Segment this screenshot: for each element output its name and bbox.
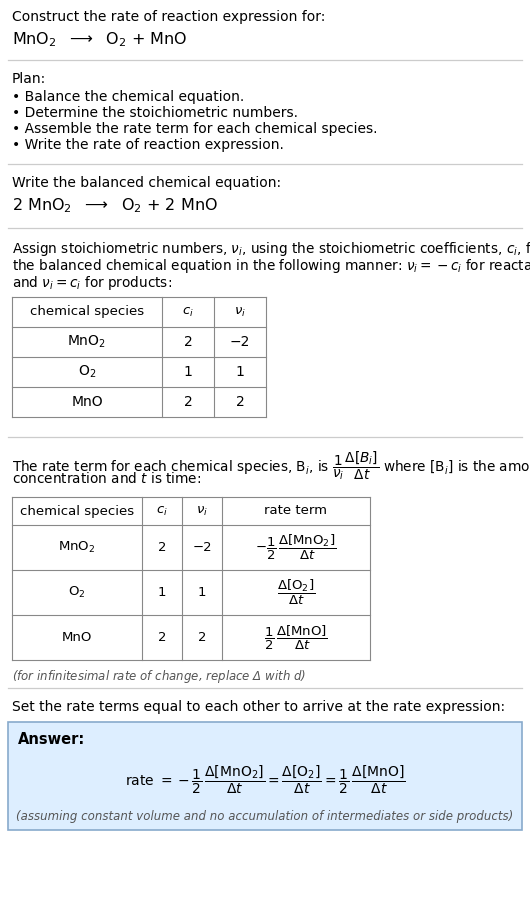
Text: −2: −2 — [192, 541, 212, 554]
Text: −2: −2 — [230, 335, 250, 349]
Text: $\dfrac{1}{2}\,\dfrac{\Delta[\mathrm{MnO}]}{\Delta t}$: $\dfrac{1}{2}\,\dfrac{\Delta[\mathrm{MnO… — [264, 623, 328, 652]
Text: Set the rate terms equal to each other to arrive at the rate expression:: Set the rate terms equal to each other t… — [12, 700, 505, 714]
Text: 2: 2 — [236, 395, 244, 409]
Text: (for infinitesimal rate of change, replace Δ with $d$): (for infinitesimal rate of change, repla… — [12, 668, 306, 685]
Text: $c_i$: $c_i$ — [182, 306, 194, 318]
Text: rate $= -\dfrac{1}{2}\,\dfrac{\Delta[\mathrm{MnO_2}]}{\Delta t} = \dfrac{\Delta[: rate $= -\dfrac{1}{2}\,\dfrac{\Delta[\ma… — [125, 764, 405, 796]
Text: 2: 2 — [198, 631, 206, 644]
Text: $\nu_i$: $\nu_i$ — [196, 504, 208, 518]
Text: O$_2$: O$_2$ — [78, 364, 96, 380]
Text: MnO$_2$  $\longrightarrow$  O$_2$ + MnO: MnO$_2$ $\longrightarrow$ O$_2$ + MnO — [12, 30, 187, 49]
Text: 1: 1 — [198, 586, 206, 599]
Text: 2 MnO$_2$  $\longrightarrow$  O$_2$ + 2 MnO: 2 MnO$_2$ $\longrightarrow$ O$_2$ + 2 Mn… — [12, 196, 218, 215]
Text: (assuming constant volume and no accumulation of intermediates or side products): (assuming constant volume and no accumul… — [16, 810, 514, 823]
Text: Write the balanced chemical equation:: Write the balanced chemical equation: — [12, 176, 281, 190]
Text: 1: 1 — [158, 586, 166, 599]
Text: • Balance the chemical equation.: • Balance the chemical equation. — [12, 90, 244, 104]
Text: chemical species: chemical species — [30, 306, 144, 318]
Text: MnO: MnO — [62, 631, 92, 644]
Text: O$_2$: O$_2$ — [68, 585, 86, 600]
Text: 1: 1 — [235, 365, 244, 379]
Text: $-\dfrac{1}{2}\,\dfrac{\Delta[\mathrm{MnO_2}]}{\Delta t}$: $-\dfrac{1}{2}\,\dfrac{\Delta[\mathrm{Mn… — [255, 533, 337, 562]
Text: Plan:: Plan: — [12, 72, 46, 86]
Text: Assign stoichiometric numbers, $\nu_i$, using the stoichiometric coefficients, $: Assign stoichiometric numbers, $\nu_i$, … — [12, 240, 530, 258]
Text: $\nu_i$: $\nu_i$ — [234, 306, 246, 318]
Text: Answer:: Answer: — [18, 732, 85, 747]
Text: 1: 1 — [183, 365, 192, 379]
Text: $\dfrac{\Delta[\mathrm{O_2}]}{\Delta t}$: $\dfrac{\Delta[\mathrm{O_2}]}{\Delta t}$ — [277, 578, 315, 607]
Text: Construct the rate of reaction expression for:: Construct the rate of reaction expressio… — [12, 10, 325, 24]
Text: rate term: rate term — [264, 504, 328, 518]
Text: $c_i$: $c_i$ — [156, 504, 168, 518]
Text: 2: 2 — [158, 541, 166, 554]
Text: 2: 2 — [183, 335, 192, 349]
Text: • Write the rate of reaction expression.: • Write the rate of reaction expression. — [12, 138, 284, 152]
Text: The rate term for each chemical species, B$_i$, is $\dfrac{1}{\nu_i}\dfrac{\Delt: The rate term for each chemical species,… — [12, 449, 530, 481]
Text: • Determine the stoichiometric numbers.: • Determine the stoichiometric numbers. — [12, 106, 298, 120]
Text: MnO: MnO — [71, 395, 103, 409]
Text: concentration and $t$ is time:: concentration and $t$ is time: — [12, 471, 201, 486]
Text: chemical species: chemical species — [20, 504, 134, 518]
Text: and $\nu_i = c_i$ for products:: and $\nu_i = c_i$ for products: — [12, 274, 172, 292]
Text: • Assemble the rate term for each chemical species.: • Assemble the rate term for each chemic… — [12, 122, 377, 136]
Text: the balanced chemical equation in the following manner: $\nu_i = -c_i$ for react: the balanced chemical equation in the fo… — [12, 257, 530, 275]
Text: 2: 2 — [158, 631, 166, 644]
FancyBboxPatch shape — [8, 722, 522, 830]
Text: 2: 2 — [183, 395, 192, 409]
Text: MnO$_2$: MnO$_2$ — [67, 334, 107, 350]
Text: MnO$_2$: MnO$_2$ — [58, 540, 95, 555]
